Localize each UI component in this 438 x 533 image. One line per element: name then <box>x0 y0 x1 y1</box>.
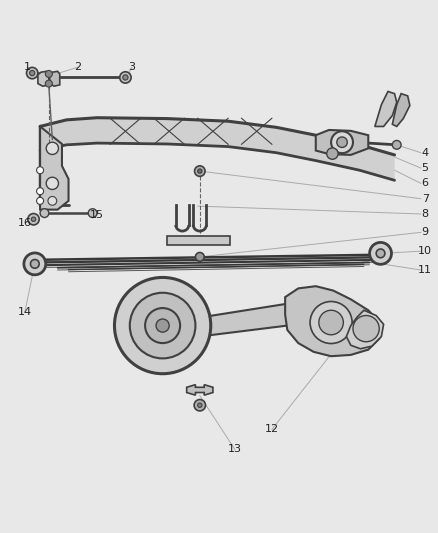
Text: 13: 13 <box>227 445 241 455</box>
Circle shape <box>36 188 43 195</box>
Text: 8: 8 <box>420 209 428 219</box>
Polygon shape <box>285 286 381 356</box>
Circle shape <box>31 217 35 221</box>
Circle shape <box>197 169 201 173</box>
Polygon shape <box>392 94 409 126</box>
Circle shape <box>392 141 400 149</box>
Polygon shape <box>209 304 287 335</box>
Circle shape <box>88 209 97 217</box>
Polygon shape <box>49 71 60 86</box>
Circle shape <box>36 197 43 204</box>
Polygon shape <box>374 92 396 126</box>
Polygon shape <box>186 385 212 395</box>
Text: 16: 16 <box>18 218 32 228</box>
Text: 6: 6 <box>421 179 427 188</box>
Circle shape <box>48 197 57 205</box>
Text: 4: 4 <box>420 148 428 158</box>
Circle shape <box>45 80 52 87</box>
Circle shape <box>375 249 384 258</box>
Circle shape <box>194 400 205 411</box>
Text: 3: 3 <box>128 62 135 72</box>
Circle shape <box>309 302 351 344</box>
Circle shape <box>145 308 180 343</box>
Circle shape <box>194 166 205 176</box>
Text: 2: 2 <box>74 62 81 72</box>
Circle shape <box>197 403 201 407</box>
Circle shape <box>352 316 378 342</box>
Circle shape <box>28 214 39 225</box>
Circle shape <box>330 131 352 153</box>
Polygon shape <box>40 126 68 209</box>
Circle shape <box>46 177 58 189</box>
Circle shape <box>130 293 195 358</box>
Circle shape <box>114 278 210 374</box>
Polygon shape <box>315 130 367 155</box>
Text: 10: 10 <box>417 246 431 256</box>
Text: 15: 15 <box>90 210 104 220</box>
Text: 12: 12 <box>265 424 279 434</box>
Text: 14: 14 <box>18 308 32 318</box>
Circle shape <box>26 67 38 79</box>
Circle shape <box>45 70 52 77</box>
Circle shape <box>326 148 337 159</box>
Circle shape <box>369 243 391 264</box>
Circle shape <box>30 260 39 268</box>
Text: 11: 11 <box>417 265 431 275</box>
Text: 7: 7 <box>420 193 428 204</box>
Polygon shape <box>40 118 394 180</box>
Circle shape <box>318 310 343 335</box>
Polygon shape <box>346 310 383 349</box>
Circle shape <box>336 137 346 148</box>
Polygon shape <box>38 71 49 86</box>
Circle shape <box>36 167 43 174</box>
Circle shape <box>29 70 35 76</box>
Text: 9: 9 <box>420 228 428 237</box>
Circle shape <box>123 75 128 80</box>
Circle shape <box>46 142 58 155</box>
Circle shape <box>120 72 131 83</box>
Circle shape <box>40 209 49 217</box>
Bar <box>166 236 230 246</box>
Circle shape <box>24 253 46 275</box>
Circle shape <box>195 253 204 261</box>
Text: 5: 5 <box>421 163 427 173</box>
Circle shape <box>155 319 169 332</box>
Text: 1: 1 <box>23 62 30 72</box>
